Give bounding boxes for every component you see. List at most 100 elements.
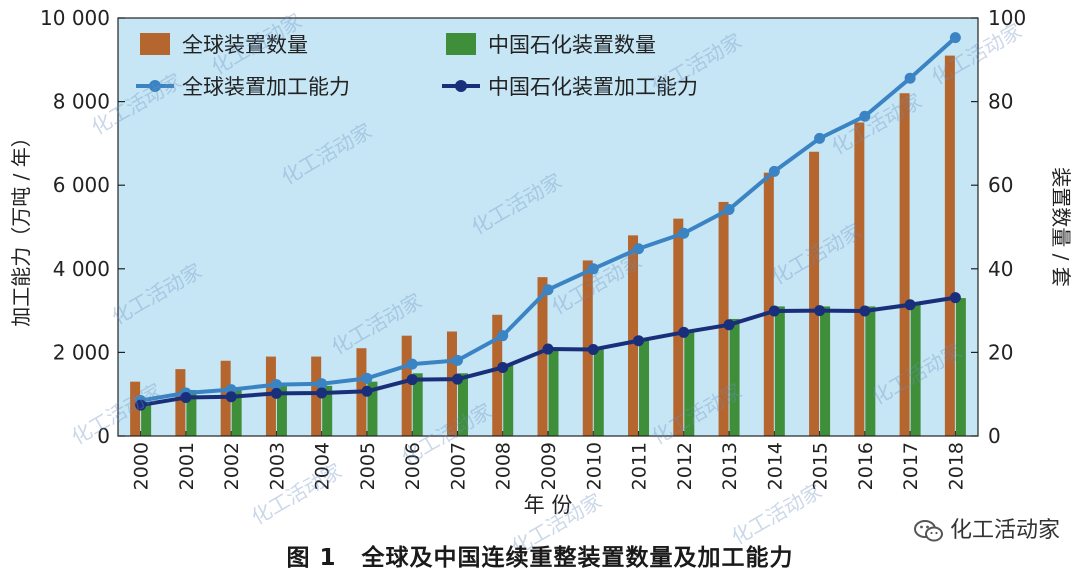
- plot-area: [118, 18, 978, 436]
- bar-china: [820, 306, 831, 436]
- x-tick-label: 2008: [493, 442, 515, 490]
- bar-global: [628, 235, 639, 436]
- right-tick-label: 40: [988, 257, 1013, 281]
- line-china-point: [406, 374, 418, 386]
- line-global-point: [497, 330, 509, 342]
- bar-global: [854, 122, 865, 436]
- x-axis-title: 年 份: [524, 493, 573, 517]
- left-axis-title: 加工能力（万吨 / 年）: [9, 127, 33, 326]
- line-china-point: [542, 343, 554, 355]
- line-global-point: [904, 72, 916, 84]
- line-global-point: [587, 263, 599, 275]
- right-tick-label: 100: [988, 6, 1026, 30]
- x-tick-label: 2001: [176, 442, 198, 490]
- x-tick-label: 2016: [855, 442, 877, 490]
- line-china-point: [497, 361, 509, 373]
- line-china-point: [316, 387, 328, 399]
- line-china-point: [270, 387, 282, 399]
- bar-global: [401, 335, 412, 436]
- legend-label: 全球装置加工能力: [182, 75, 350, 99]
- bar-china: [910, 302, 921, 436]
- line-china-series: [135, 292, 961, 411]
- line-china-point: [723, 319, 735, 331]
- left-tick-label: 10 000: [40, 6, 110, 30]
- line-global-point: [723, 203, 735, 215]
- bar-china: [548, 348, 559, 436]
- x-tick-label: 2014: [764, 442, 786, 490]
- line-china-point: [633, 335, 645, 347]
- line-global-point: [542, 284, 554, 296]
- x-tick-label: 2010: [583, 442, 605, 490]
- left-tick-label: 8 000: [53, 90, 110, 114]
- bar-global: [899, 93, 910, 437]
- bars-china: [141, 298, 966, 436]
- legend-label: 中国石化装置数量: [488, 33, 656, 57]
- line-china-point: [768, 305, 780, 317]
- bar-china: [503, 364, 514, 436]
- bar-china: [276, 385, 287, 436]
- bar-china: [955, 298, 966, 436]
- bar-global: [492, 314, 503, 436]
- legend-swatch-bar: [140, 33, 170, 55]
- x-tick-label: 2017: [900, 442, 922, 490]
- line-global-point: [316, 378, 328, 390]
- x-tick-label: 2000: [131, 442, 153, 490]
- line-china-point: [814, 305, 826, 317]
- brand-watermark: 化工活动家: [913, 512, 1060, 544]
- bar-china: [865, 306, 876, 436]
- bar-global: [809, 151, 820, 436]
- line-china-point: [949, 292, 961, 304]
- bar-china: [231, 390, 242, 436]
- right-axis-title: 装置数量 / 套: [1049, 167, 1073, 286]
- left-tick-label: 6 000: [53, 173, 110, 197]
- bar-china: [593, 348, 604, 436]
- line-china-point: [859, 305, 871, 317]
- figure-number: 图 1: [286, 545, 337, 571]
- line-china-point: [587, 343, 599, 355]
- x-tick-label: 2006: [402, 442, 424, 490]
- bar-global: [265, 356, 276, 436]
- line-china-point: [135, 399, 147, 411]
- bar-china: [774, 306, 785, 436]
- x-tick-label: 2011: [629, 442, 651, 490]
- bar-global: [446, 331, 457, 436]
- brand-name: 化工活动家: [949, 518, 1060, 543]
- bar-global: [944, 55, 955, 437]
- bar-global: [311, 356, 322, 436]
- bar-china: [639, 339, 650, 436]
- line-global-point: [768, 165, 780, 177]
- bar-china: [186, 390, 197, 436]
- right-tick-label: 0: [988, 424, 1001, 448]
- line-global-point: [678, 227, 690, 239]
- x-tick-label: 2004: [312, 442, 334, 490]
- legend-label: 全球装置数量: [182, 33, 308, 57]
- line-global-point: [451, 354, 463, 366]
- left-tick-label: 2 000: [53, 340, 110, 364]
- x-tick-label: 2002: [221, 442, 243, 490]
- line-global-point: [406, 358, 418, 370]
- line-global-point: [949, 32, 961, 44]
- bar-global: [673, 218, 684, 436]
- x-tick-label: 2009: [538, 442, 560, 490]
- line-china-point: [904, 299, 916, 311]
- figure-title: 全球及中国连续重整装置数量及加工能力: [361, 545, 794, 571]
- line-global-point: [361, 372, 373, 384]
- line-china-point: [180, 392, 192, 404]
- bar-china: [457, 373, 468, 436]
- line-global-point: [859, 110, 871, 122]
- line-china-point: [678, 326, 690, 338]
- bar-global: [175, 369, 186, 436]
- bar-china: [684, 331, 695, 436]
- left-tick-label: 0: [97, 424, 110, 448]
- legend-swatch-bar: [446, 33, 476, 55]
- legend-swatch-marker: [455, 80, 467, 92]
- right-tick-label: 80: [988, 90, 1013, 114]
- bar-china: [729, 318, 740, 436]
- line-global-series: [135, 32, 961, 406]
- x-tick-label: 2012: [674, 442, 696, 490]
- line-global-point: [270, 379, 282, 391]
- legend-swatch-marker: [149, 80, 161, 92]
- bar-china: [322, 385, 333, 436]
